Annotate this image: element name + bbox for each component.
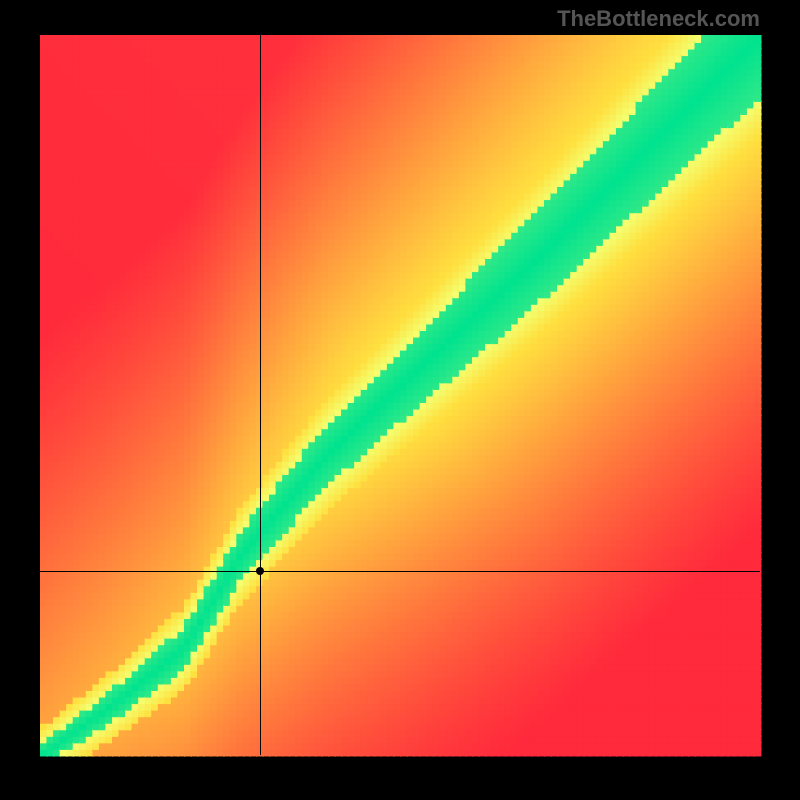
bottleneck-heatmap: [0, 0, 800, 800]
chart-container: { "watermark": { "text": "TheBottleneck.…: [0, 0, 800, 800]
